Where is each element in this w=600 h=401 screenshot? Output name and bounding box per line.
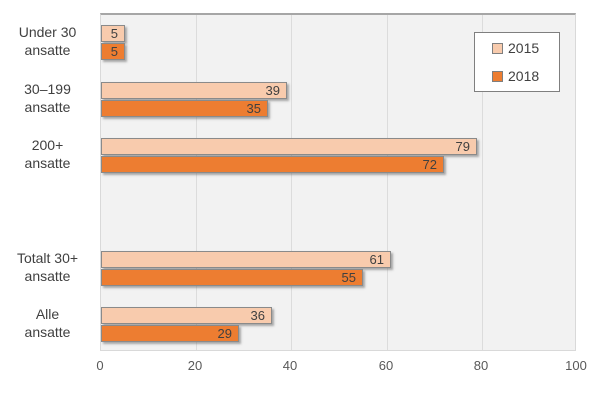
bar-2018: 5	[101, 43, 125, 60]
legend-swatch-2015-icon	[492, 42, 503, 54]
x-tick-label: 0	[96, 358, 104, 373]
legend-item-2015: 2015	[492, 40, 559, 56]
category-label: Alle ansatte	[24, 306, 71, 340]
bar-2015: 79	[101, 138, 477, 155]
bar-value-label: 5	[110, 44, 118, 59]
bar-2015: 39	[101, 82, 287, 99]
x-tick-label: 40	[282, 358, 298, 373]
bar-2018: 55	[101, 269, 363, 286]
category-label: Totalt 30+ ansatte	[16, 250, 79, 284]
gridline	[196, 15, 197, 350]
bar-value-label: 39	[265, 83, 280, 98]
category-label: 200+ ansatte	[24, 137, 71, 171]
bar-value-label: 61	[369, 252, 384, 267]
gridline	[387, 15, 388, 350]
category-label: 30–199 ansatte	[24, 81, 71, 115]
legend-swatch-2018-icon	[492, 70, 503, 82]
bar-value-label: 36	[250, 308, 265, 323]
x-axis: 0 20 40 60 80 100	[0, 358, 600, 376]
bar-2015: 36	[101, 307, 272, 324]
legend-label-2015: 2015	[508, 40, 540, 56]
bar-value-label: 5	[110, 26, 118, 41]
legend: 2015 2018	[474, 32, 560, 92]
x-tick-label: 60	[378, 358, 394, 373]
bar-2018: 35	[101, 100, 268, 117]
bar-value-label: 79	[455, 139, 470, 154]
gridline	[482, 15, 483, 350]
bar-value-label: 55	[341, 270, 356, 285]
bar-2018: 29	[101, 325, 239, 342]
bar-2015: 5	[101, 25, 125, 42]
x-tick-label: 100	[565, 358, 587, 373]
bar-value-label: 35	[246, 101, 261, 116]
legend-item-2018: 2018	[492, 68, 559, 84]
legend-label-2018: 2018	[508, 68, 540, 84]
gridline	[291, 15, 292, 350]
bar-2018: 72	[101, 156, 444, 173]
bar-value-label: 29	[217, 326, 232, 341]
bar-value-label: 72	[422, 157, 437, 172]
x-tick-label: 80	[473, 358, 489, 373]
category-label: Under 30 ansatte	[18, 24, 77, 58]
x-tick-label: 20	[187, 358, 203, 373]
bar-2015: 61	[101, 251, 391, 268]
